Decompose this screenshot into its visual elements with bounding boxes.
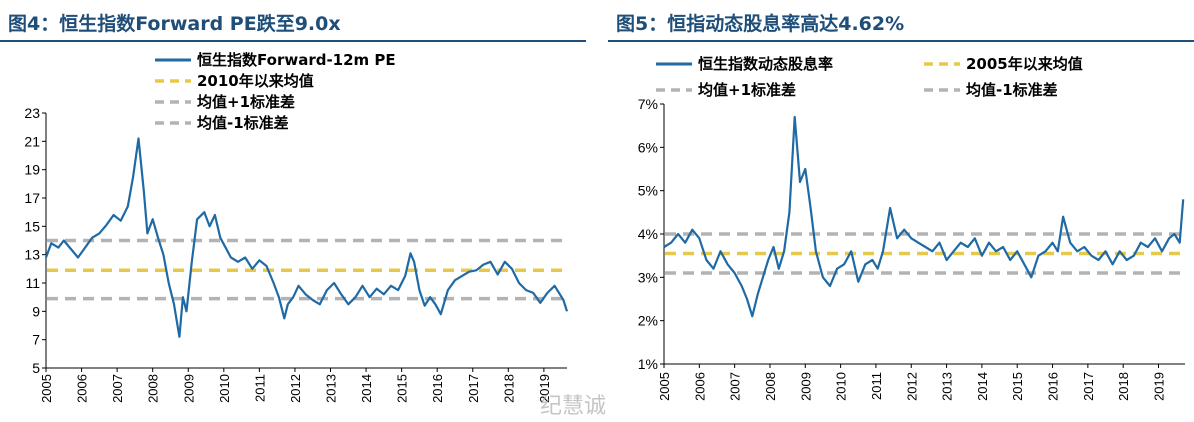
x-tick-label: 2005 — [39, 374, 54, 403]
y-tick-label: 21 — [24, 133, 40, 149]
x-tick-label: 2009 — [798, 372, 813, 401]
y-tick-label: 15 — [24, 218, 40, 234]
x-tick-label: 2018 — [1116, 372, 1131, 401]
x-tick-label: 2007 — [728, 372, 743, 401]
chart-svg-pe: 5 7 9 11 13 15 17 19 21 23 2005 2006 2007 2008 2009 201… — [0, 0, 586, 422]
x-tick-label: 2007 — [110, 374, 125, 403]
x-tick-label: 2005 — [657, 372, 672, 401]
x-tick-label: 2012 — [904, 372, 919, 401]
x-tick-label: 2015 — [1010, 372, 1025, 401]
x-tick-label: 2016 — [430, 374, 445, 403]
x-tick-label: 2009 — [181, 374, 196, 403]
x-tick-label: 2008 — [146, 374, 161, 403]
chart-panel-pe: 图4：恒生指数Forward PE跌至9.0x 5 7 9 11 13 15 17 19 21 2… — [0, 0, 586, 422]
y-tick-label: 23 — [24, 105, 40, 121]
y-tick-label: 6% — [638, 139, 658, 155]
legend-label: 均值-1标准差 — [197, 114, 289, 132]
x-tick-label: 2011 — [869, 372, 884, 400]
x-tick-label: 2008 — [763, 372, 778, 401]
x-tick-label: 2011 — [252, 374, 267, 402]
y-tick-label: 5% — [638, 183, 658, 199]
legend-label: 恒生指数Forward-12m PE — [197, 51, 396, 69]
y-tick-label: 19 — [24, 162, 40, 178]
x-tick-label: 2014 — [359, 374, 374, 403]
x-tick-label: 2010 — [217, 374, 232, 403]
y-tick-label: 9 — [32, 303, 40, 319]
x-tick-label: 2012 — [288, 374, 303, 403]
x-tick-label: 2016 — [1046, 372, 1061, 401]
x-tick-label: 2006 — [75, 374, 90, 403]
series-line — [46, 139, 567, 337]
x-tick-label: 2014 — [975, 372, 990, 401]
y-tick-label: 13 — [24, 247, 40, 263]
legend-label: 均值-1标准差 — [966, 81, 1058, 99]
legend-label: 恒生指数动态股息率 — [698, 55, 833, 73]
legend-label: 2010年以来均值 — [197, 72, 314, 90]
series-line — [664, 117, 1183, 316]
y-tick-label: 7% — [638, 96, 658, 112]
chart-svg-dividend: 1% 2% 3% 4% 5% 6% 7% 2005 2006 2007 2008 2009 2010 20… — [608, 0, 1194, 422]
y-tick-label: 3% — [638, 269, 658, 285]
y-tick-label: 2% — [638, 313, 658, 329]
y-tick-label: 5 — [32, 360, 40, 376]
legend-label: 2005年以来均值 — [966, 55, 1083, 73]
chart-panel-dividend: 图5：恒指动态股息率高达4.62% 1% 2% 3% 4% 5% 6% 7% 2005 2006… — [608, 0, 1194, 422]
x-tick-label: 2017 — [1081, 372, 1096, 401]
legend-label: 均值+1标准差 — [197, 93, 295, 111]
y-tick-label: 17 — [24, 190, 40, 206]
y-tick-label: 1% — [638, 356, 658, 372]
watermark-text: 纪慧诚 — [540, 388, 606, 420]
y-tick-label: 4% — [638, 226, 658, 242]
x-tick-label: 2017 — [466, 374, 481, 403]
legend-label: 均值+1标准差 — [698, 81, 796, 99]
x-tick-label: 2015 — [395, 374, 410, 403]
x-tick-label: 2013 — [324, 374, 339, 403]
x-tick-label: 2010 — [834, 372, 849, 401]
x-tick-label: 2018 — [501, 374, 516, 403]
x-tick-label: 2019 — [1152, 372, 1167, 401]
x-tick-label: 2013 — [940, 372, 955, 401]
y-tick-label: 7 — [32, 332, 40, 348]
x-tick-label: 2006 — [692, 372, 707, 401]
y-tick-label: 11 — [25, 275, 40, 291]
